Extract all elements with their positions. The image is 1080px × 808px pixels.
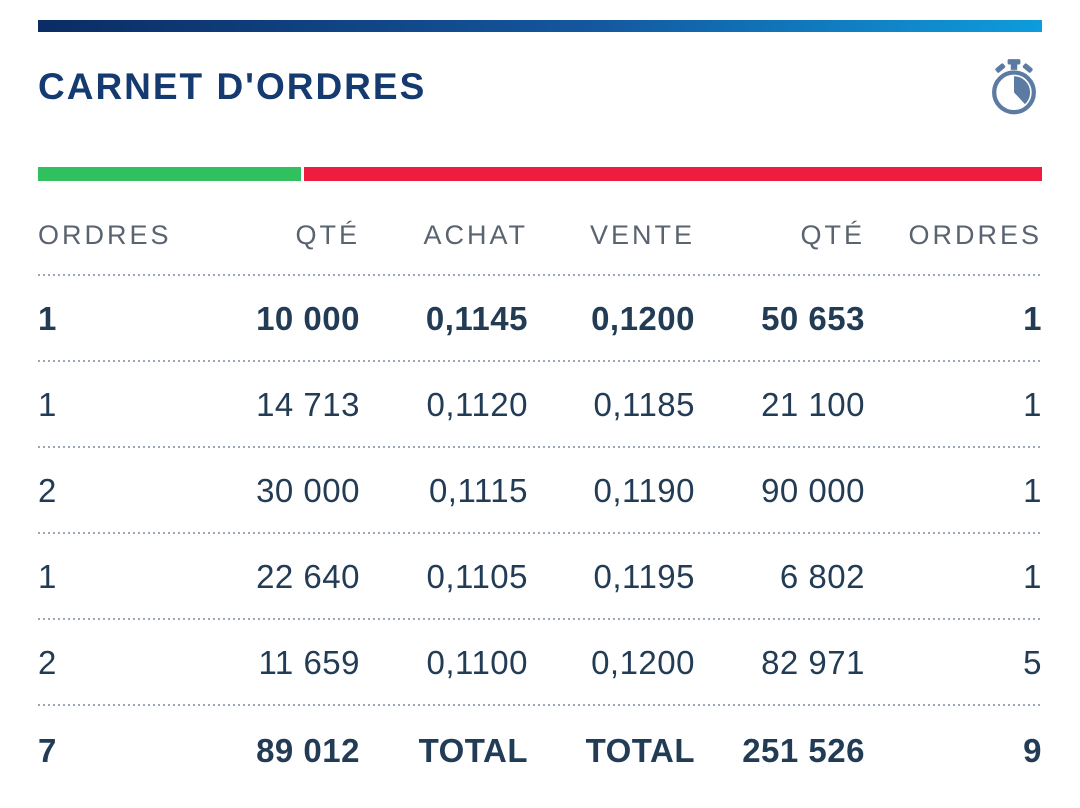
- buy-depth-segment: [38, 167, 302, 181]
- ask-qty-cell: 21 100: [761, 386, 865, 423]
- page-title: CARNET D'ORDRES: [38, 66, 427, 107]
- title-row: CARNET D'ORDRES: [38, 58, 1042, 116]
- bid-qty-cell: 14 713: [256, 386, 360, 423]
- order-book-row: 1 10 000 0,1145 0,1200 50 653 1: [38, 276, 1042, 362]
- column-header-bid-price: ACHAT: [423, 220, 528, 250]
- order-book-row: 1 14 713 0,1120 0,1185 21 100 1: [38, 362, 1042, 448]
- order-book-row: 2 11 659 0,1100 0,1200 82 971 5: [38, 620, 1042, 706]
- bid-orders-cell: 2: [38, 644, 57, 681]
- ask-price-cell: 0,1185: [593, 386, 695, 423]
- column-header-ask-orders: ORDRES: [908, 220, 1042, 250]
- bid-price-cell: 0,1105: [426, 558, 528, 595]
- bid-price-cell: TOTAL: [418, 732, 528, 769]
- bid-qty-cell: 22 640: [256, 558, 360, 595]
- ask-price-cell: 0,1190: [593, 472, 695, 509]
- bid-orders-cell: 1: [38, 558, 57, 595]
- bid-orders-cell: 2: [38, 472, 57, 509]
- ask-orders-cell: 1: [1023, 300, 1042, 337]
- ask-orders-cell: 5: [1023, 644, 1042, 681]
- ask-orders-cell: 1: [1023, 472, 1042, 509]
- bid-qty-cell: 30 000: [256, 472, 360, 509]
- ask-qty-cell: 6 802: [779, 558, 865, 595]
- ask-orders-cell: 1: [1023, 558, 1042, 595]
- bid-price-cell: 0,1120: [426, 386, 528, 423]
- bid-qty-cell: 89 012: [256, 732, 360, 769]
- table-body: 1 10 000 0,1145 0,1200 50 653 1 1 14 713 0,1120 0…: [38, 276, 1042, 796]
- depth-bar: [38, 167, 1042, 181]
- ask-orders-cell: 9: [1023, 732, 1042, 769]
- depth-bar-divider: [301, 167, 305, 181]
- column-header-ask-qty: QTÉ: [800, 220, 865, 250]
- table-header: ORDRES QTÉ ACHAT VENTE QTÉ ORDRES: [38, 181, 1042, 276]
- order-book-total-row: 7 89 012 TOTAL TOTAL 251 526 9: [38, 706, 1042, 796]
- bid-price-cell: 0,1115: [428, 472, 528, 509]
- ask-qty-cell: 82 971: [761, 644, 865, 681]
- accent-bar: [38, 20, 1042, 32]
- ask-qty-cell: 251 526: [742, 732, 865, 769]
- ask-price-cell: TOTAL: [585, 732, 695, 769]
- ask-orders-cell: 1: [1023, 386, 1042, 423]
- ask-price-cell: 0,1200: [591, 300, 695, 337]
- bid-qty-cell: 11 659: [258, 644, 360, 681]
- column-header-bid-orders: ORDRES: [38, 220, 172, 250]
- ask-price-cell: 0,1195: [593, 558, 695, 595]
- ask-price-cell: 0,1200: [591, 644, 695, 681]
- bid-orders-cell: 1: [38, 300, 57, 337]
- bid-price-cell: 0,1145: [425, 300, 528, 337]
- sell-depth-segment: [304, 167, 1042, 181]
- column-header-bid-qty: QTÉ: [295, 220, 360, 250]
- bid-orders-cell: 1: [38, 386, 57, 423]
- order-book-row: 1 22 640 0,1105 0,1195 6 802 1: [38, 534, 1042, 620]
- ask-qty-cell: 90 000: [761, 472, 865, 509]
- bid-price-cell: 0,1100: [426, 644, 528, 681]
- stopwatch-icon[interactable]: [986, 57, 1042, 117]
- column-header-ask-price: VENTE: [589, 220, 695, 250]
- bid-qty-cell: 10 000: [256, 300, 360, 337]
- bid-orders-cell: 7: [38, 732, 57, 769]
- order-book-row: 2 30 000 0,1115 0,1190 90 000 1: [38, 448, 1042, 534]
- ask-qty-cell: 50 653: [761, 300, 865, 337]
